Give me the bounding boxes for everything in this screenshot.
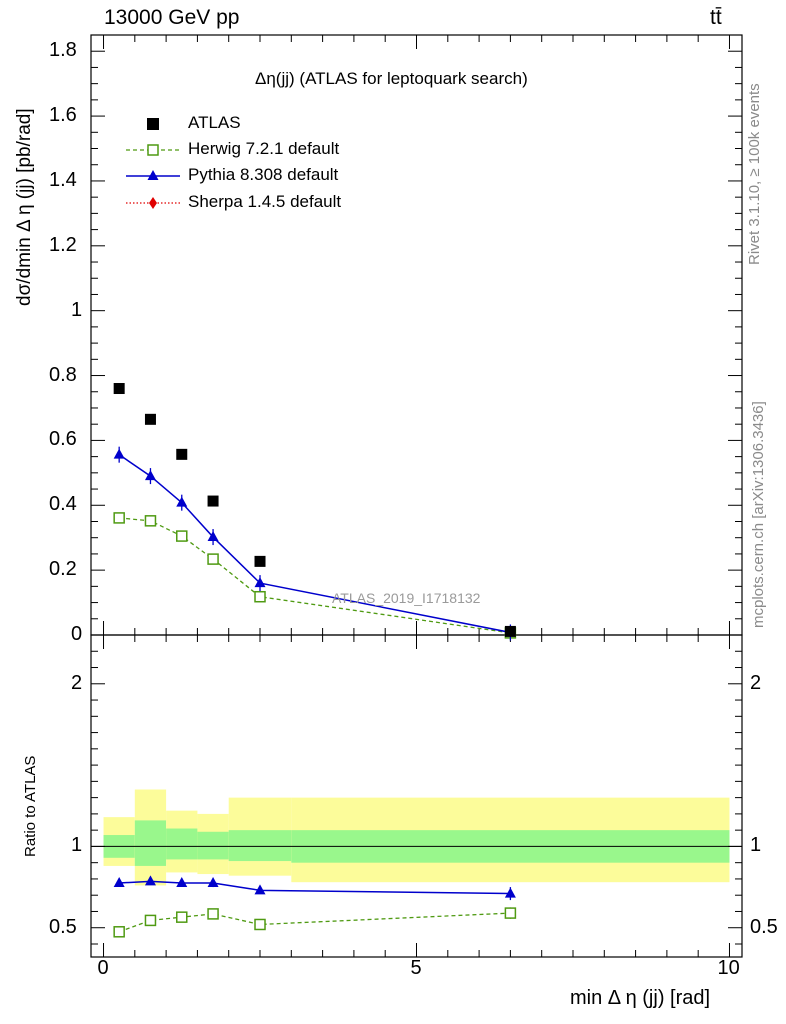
y-tick-label: 0 bbox=[71, 623, 83, 645]
legend-atlas-marker bbox=[147, 118, 159, 130]
pythia-point bbox=[144, 470, 156, 481]
legend-label-2: Pythia 8.308 default bbox=[188, 165, 339, 184]
x-tick-label: 0 bbox=[97, 957, 109, 979]
analysis-watermark: ATLAS_2019_I1718132 bbox=[332, 590, 481, 606]
ratio-y-tick-label-right: 2 bbox=[750, 671, 762, 694]
y-tick-label: 0.6 bbox=[49, 428, 77, 451]
rivet-label: Rivet 3.1.10, ≥ 100k events bbox=[746, 83, 763, 265]
y-tick-label: 1.8 bbox=[49, 39, 77, 62]
y-tick-label: 1.4 bbox=[49, 168, 77, 191]
herwig-ratio-point bbox=[113, 926, 125, 938]
ratio-stat-band-3 bbox=[197, 831, 229, 860]
atlas-point bbox=[113, 383, 125, 395]
atlas-point bbox=[144, 413, 156, 425]
herwig-point bbox=[207, 553, 219, 565]
herwig-ratio-line bbox=[118, 912, 511, 933]
herwig-point bbox=[144, 515, 157, 527]
pythia-ratio-line bbox=[119, 880, 511, 895]
herwig-ratio-point bbox=[254, 918, 266, 931]
data-series bbox=[113, 383, 517, 938]
chart-title: Δη(jj) (ATLAS for leptoquark search) bbox=[255, 69, 528, 88]
legend bbox=[126, 118, 180, 209]
ratio-uncertainty-bands bbox=[91, 789, 742, 886]
y-tick-label: 0.2 bbox=[49, 558, 77, 581]
pythia-point bbox=[207, 531, 219, 542]
legend-pythia-marker bbox=[147, 170, 159, 180]
legend-label-3: Sherpa 1.4.5 default bbox=[188, 192, 342, 211]
ratio-y-axis-label: Ratio to ATLAS bbox=[22, 755, 39, 857]
axis-ticks bbox=[91, 35, 742, 957]
herwig-line bbox=[119, 517, 511, 634]
y-axis-label: dσ/dmin Δ η (jj) [pb/rad] bbox=[14, 108, 35, 306]
pythia-ratio-point bbox=[207, 877, 219, 888]
y-tick-label: 1 bbox=[71, 298, 83, 321]
y-tick-label: 1.6 bbox=[49, 104, 77, 127]
herwig-point bbox=[113, 512, 125, 524]
herwig-ratio-point bbox=[176, 911, 188, 923]
pythia-ratio-point bbox=[504, 887, 516, 898]
pythia-ratio-point bbox=[176, 877, 188, 888]
atlas-point bbox=[176, 448, 188, 460]
atlas-point bbox=[207, 495, 219, 507]
pythia-point bbox=[176, 496, 188, 507]
ratio-y-tick-label-right: 0.5 bbox=[750, 915, 778, 938]
x-tick-label: 5 bbox=[410, 957, 422, 979]
ratio-stat-band-1 bbox=[134, 820, 167, 866]
x-axis-label: min Δ η (jj) [rad] bbox=[570, 987, 711, 1009]
herwig-point bbox=[176, 530, 188, 542]
atlas-point bbox=[254, 555, 266, 567]
ratio-y-tick-label: 1 bbox=[71, 834, 83, 857]
legend-herwig-marker bbox=[147, 144, 159, 156]
ratio-stat-band-2 bbox=[166, 828, 198, 860]
process-label: tt̄ bbox=[710, 6, 722, 29]
herwig-ratio-point bbox=[207, 908, 219, 920]
pythia-point bbox=[113, 448, 125, 459]
ratio-stat-band-4 bbox=[228, 830, 292, 862]
pythia-ratio-point bbox=[254, 884, 266, 895]
y-tick-label: 0.4 bbox=[49, 493, 77, 516]
ratio-y-tick-label: 2 bbox=[71, 671, 83, 694]
atlas-point bbox=[504, 625, 516, 637]
herwig-ratio-point bbox=[144, 914, 157, 927]
legend-label-1: Herwig 7.2.1 default bbox=[188, 139, 340, 158]
pythia-ratio-point bbox=[144, 875, 156, 886]
mcplots-label: mcplots.cern.ch [arXiv:1306.3436] bbox=[750, 401, 767, 628]
y-tick-label: 1.2 bbox=[49, 233, 77, 256]
y-tick-label: 0.8 bbox=[49, 363, 77, 386]
x-tick-label: 10 bbox=[717, 957, 740, 979]
pythia-ratio-point bbox=[113, 877, 125, 888]
ratio-plot-frame bbox=[90, 634, 743, 958]
legend-label-0: ATLAS bbox=[188, 113, 241, 132]
energy-label: 13000 GeV pp bbox=[104, 6, 240, 29]
herwig-point bbox=[254, 590, 266, 603]
pythia-point bbox=[254, 577, 266, 588]
pythia-line bbox=[118, 454, 511, 634]
ratio-y-tick-label: 0.5 bbox=[49, 915, 77, 938]
legend-sherpa-marker bbox=[149, 197, 157, 209]
herwig-ratio-point bbox=[504, 907, 517, 919]
ratio-y-tick-label-right: 1 bbox=[750, 834, 762, 857]
